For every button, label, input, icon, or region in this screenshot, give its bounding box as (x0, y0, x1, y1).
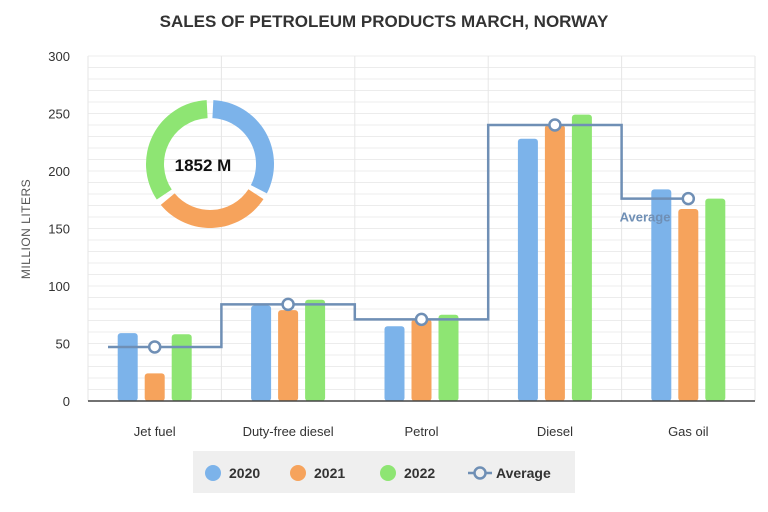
bar-2022 (171, 334, 192, 401)
y-tick-label: 300 (48, 49, 70, 64)
legend-marker-2020 (205, 465, 221, 481)
average-line: Average (108, 118, 696, 354)
chart-title: SALES OF PETROLEUM PRODUCTS MARCH, NORWA… (160, 12, 609, 31)
bar-2020 (251, 305, 272, 401)
bar-2022 (305, 299, 326, 401)
y-tick-label: 200 (48, 164, 70, 179)
y-tick-label: 50 (56, 337, 70, 352)
bar-2021 (544, 125, 565, 401)
donut-total-label: 1852 M (175, 156, 232, 175)
y-tick-label: 150 (48, 222, 70, 237)
bar-2020 (384, 326, 405, 401)
y-tick-label: 0 (63, 394, 70, 409)
average-marker (548, 118, 562, 132)
legend-marker-average (473, 466, 487, 480)
bar-2022 (705, 198, 726, 401)
y-tick-label: 250 (48, 107, 70, 122)
legend: 2020 2021 2022 Average (193, 451, 575, 493)
y-axis-ticks: 0 50 100 150 200 250 300 (48, 49, 70, 409)
donut-segment-2022 (146, 100, 208, 200)
average-marker (414, 312, 429, 327)
bar-2021 (411, 319, 432, 401)
x-category-label: Gas oil (668, 424, 709, 439)
average-marker (147, 340, 162, 354)
legend-marker-2021 (290, 465, 306, 481)
average-marker (681, 191, 696, 206)
bar-2020 (651, 189, 672, 401)
donut-segment-2021 (160, 189, 264, 228)
x-category-label: Jet fuel (134, 424, 176, 439)
x-category-label: Diesel (537, 424, 573, 439)
average-label: Average (620, 210, 671, 225)
x-category-label: Duty-free diesel (243, 424, 334, 439)
legend-label-Average: Average (496, 465, 551, 481)
bars (117, 114, 726, 402)
x-axis-categories: Jet fuel Duty-free diesel Petrol Diesel Gas … (134, 424, 709, 439)
donut-chart: 1852 M (146, 100, 274, 228)
bar-2020 (517, 138, 538, 402)
bar-2020 (117, 333, 138, 401)
bar-2022 (438, 314, 459, 401)
legend-label-2022: 2022 (404, 465, 435, 481)
y-axis-label: MILLION LITERS (19, 179, 33, 279)
grid (87, 55, 756, 402)
bar-2021 (278, 310, 299, 401)
bar-2022 (571, 114, 592, 402)
legend-label-2021: 2021 (314, 465, 345, 481)
bar-2021 (678, 208, 699, 401)
legend-marker-2022 (380, 465, 396, 481)
bar-2021 (144, 373, 165, 401)
x-category-label: Petrol (405, 424, 439, 439)
average-marker (281, 297, 295, 312)
legend-label-2020: 2020 (229, 465, 260, 481)
donut-segment-2020 (212, 100, 274, 194)
y-tick-label: 100 (48, 279, 70, 294)
